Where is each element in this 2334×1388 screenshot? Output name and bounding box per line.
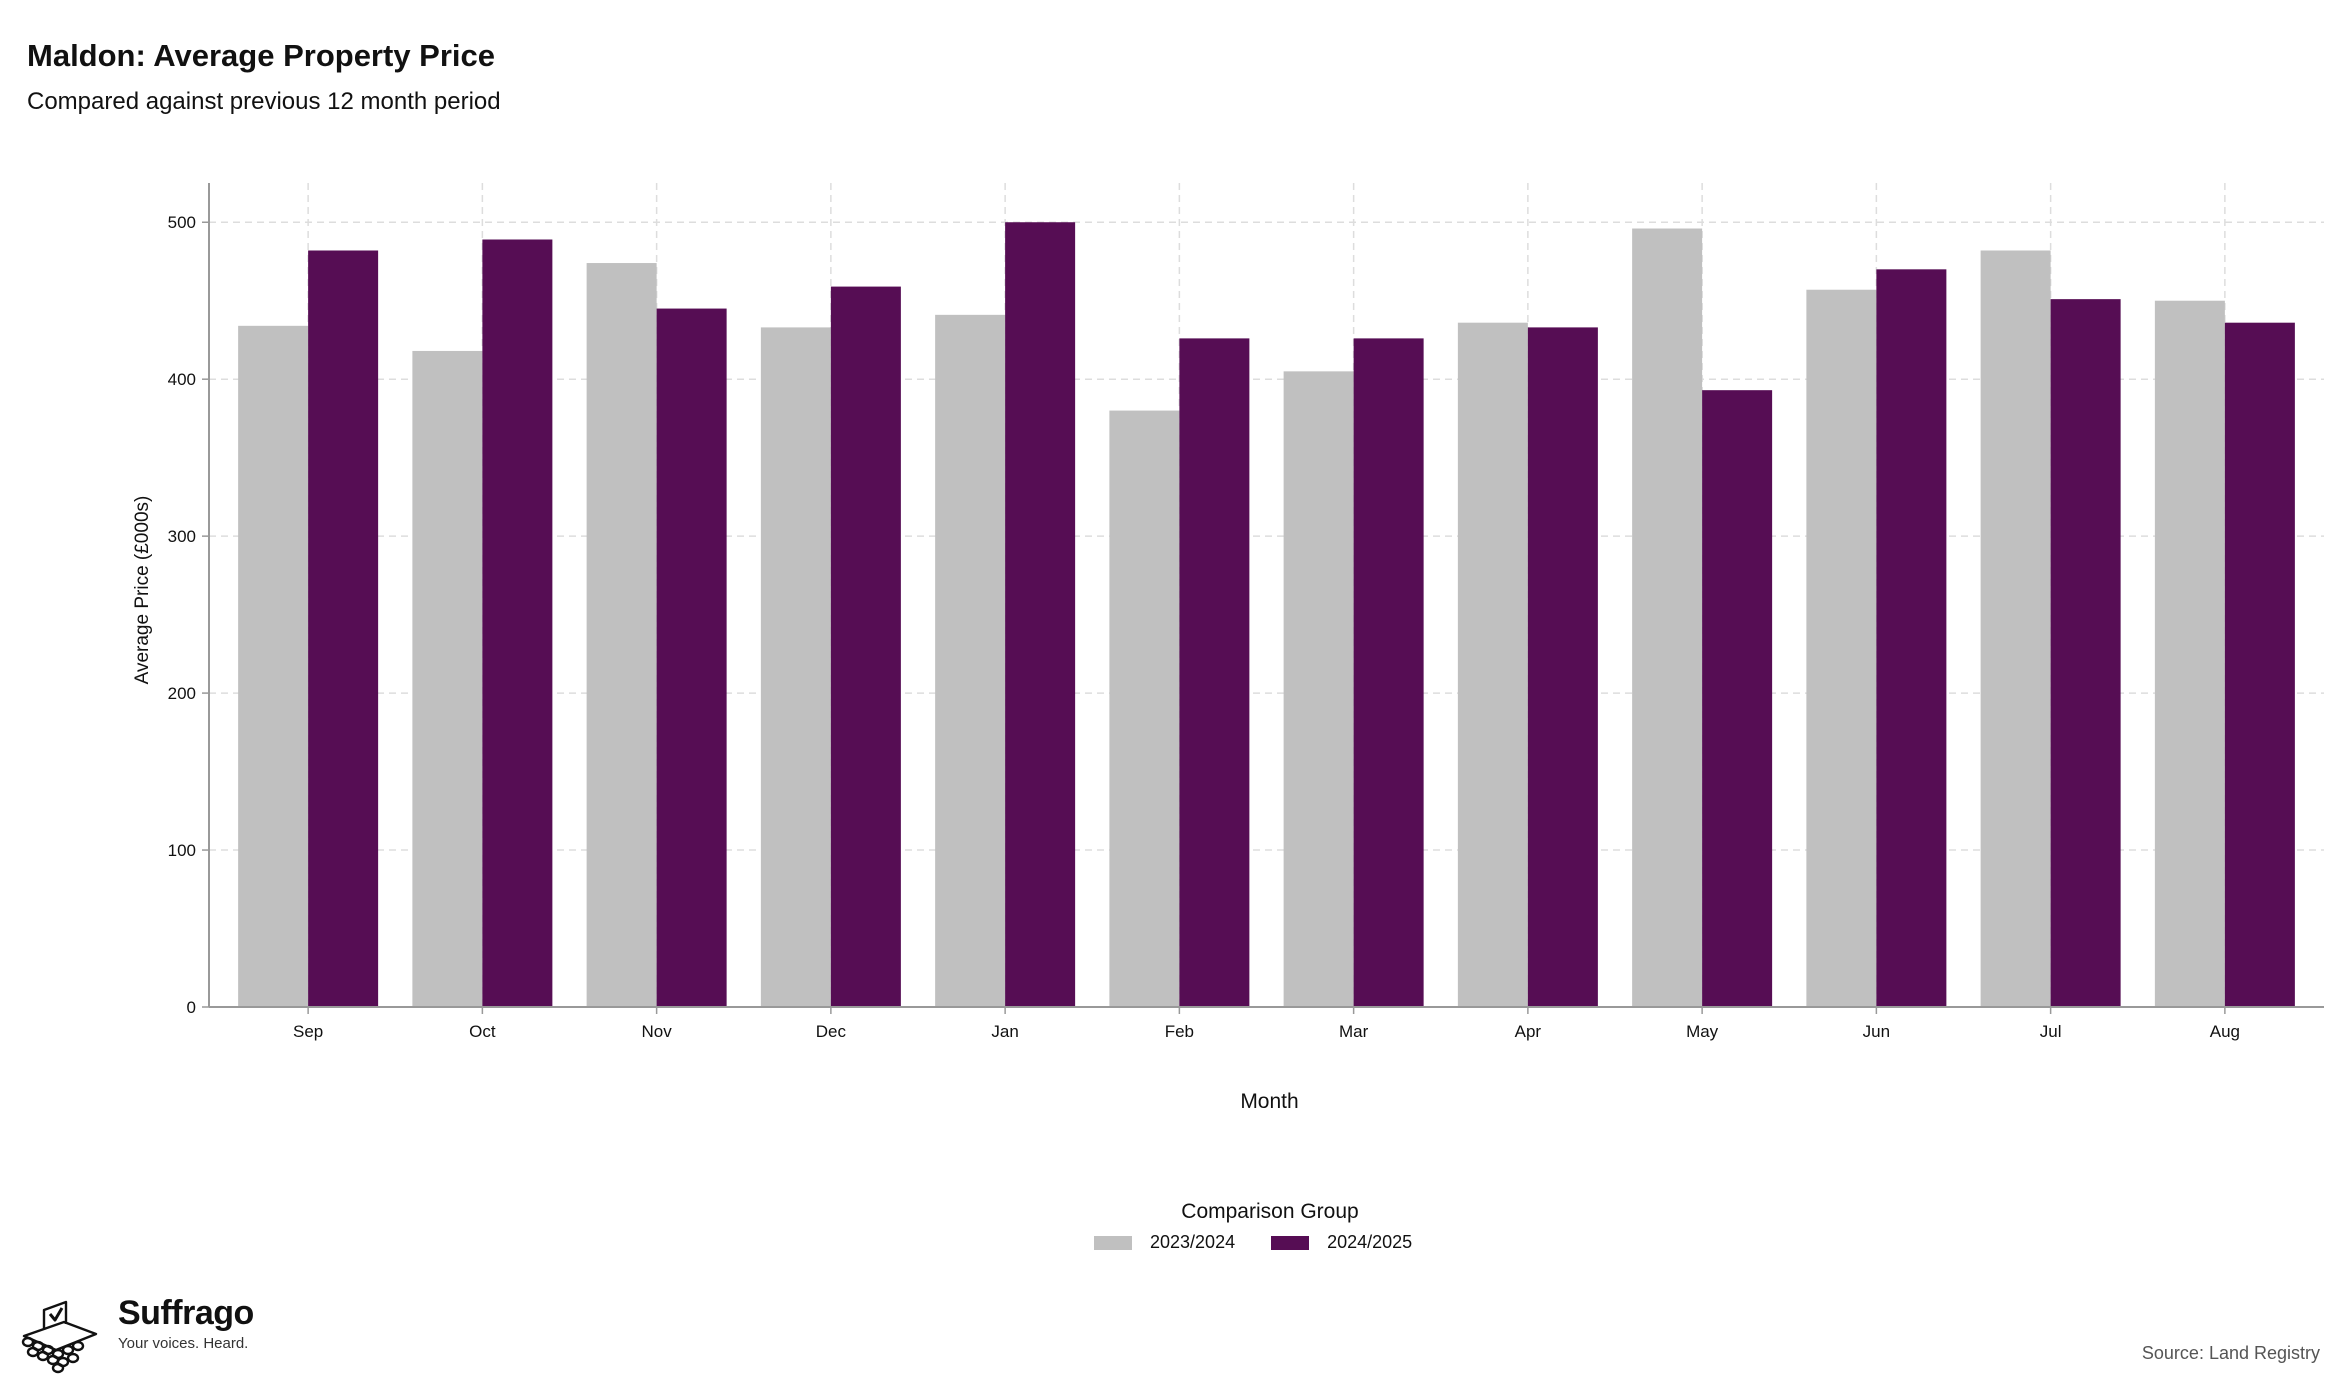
chart-title: Maldon: Average Property Price (27, 38, 496, 73)
suffrago-logo: Suffrago Your voices. Heard. (14, 1292, 254, 1374)
bar-may-2023-2024 (1632, 228, 1703, 1008)
x-tick-label: Jun (1863, 1022, 1890, 1041)
x-tick-label: Mar (1339, 1022, 1369, 1041)
source-note: Source: Land Registry (2141, 1343, 2320, 1363)
x-tick-label: Jul (2040, 1022, 2062, 1041)
bar-jun-2023-2024 (1806, 289, 1877, 1007)
y-tick-label: 200 (168, 684, 196, 703)
y-tick-label: 300 (168, 527, 196, 546)
bar-mar-2024-2025 (1353, 338, 1424, 1008)
bar-aug-2024-2025 (2224, 322, 2295, 1007)
bar-aug-2023-2024 (2154, 300, 2225, 1007)
x-tick-label: Apr (1515, 1022, 1542, 1041)
legend-item-2024-2025: 2024/2025 (1271, 1232, 1412, 1253)
bar-jul-2023-2024 (1980, 250, 2051, 1008)
chart-subtitle: Compared against previous 12 month perio… (27, 88, 501, 115)
legend: 2023/2024 2024/2025 (1094, 1232, 1448, 1253)
x-tick-label: Nov (642, 1022, 673, 1041)
bar-apr-2023-2024 (1457, 322, 1528, 1007)
bar-dec-2023-2024 (760, 327, 831, 1007)
bar-feb-2024-2025 (1179, 338, 1250, 1008)
bar-chart: 0 100 200 300 400 500 Sep Oct Nov Dec Jan Feb Mar Apr… (132, 183, 2324, 1113)
bar-jan-2023-2024 (935, 314, 1006, 1008)
bar-nov-2024-2025 (656, 308, 727, 1007)
bar-oct-2023-2024 (412, 350, 483, 1007)
bar-dec-2024-2025 (830, 286, 901, 1007)
bar-sep-2023-2024 (238, 325, 309, 1007)
bar-nov-2023-2024 (586, 263, 657, 1007)
bar-feb-2023-2024 (1109, 410, 1180, 1008)
bar-may-2024-2025 (1702, 390, 1773, 1008)
bar-mar-2023-2024 (1283, 371, 1354, 1007)
bar-sep-2024-2025 (308, 250, 379, 1008)
y-axis-title: Average Price (£000s) (132, 496, 153, 685)
brand-tagline: Your voices. Heard. (118, 1335, 249, 1352)
bar-oct-2024-2025 (482, 239, 553, 1007)
y-tick-label: 500 (168, 213, 196, 232)
y-tick-label: 400 (168, 370, 196, 389)
ballot-box-icon (21, 1300, 98, 1374)
y-tick-label: 100 (168, 841, 196, 860)
legend-swatch-2023-2024 (1094, 1235, 1132, 1250)
legend-label-2024-2025: 2024/2025 (1327, 1232, 1413, 1252)
bar-jul-2024-2025 (2050, 299, 2121, 1007)
x-tick-label: Aug (2210, 1022, 2240, 1041)
bar-apr-2024-2025 (1527, 327, 1598, 1007)
x-tick-label: Oct (469, 1022, 496, 1041)
legend-label-2023-2024: 2023/2024 (1150, 1232, 1236, 1252)
x-axis-title: Month (1240, 1090, 1298, 1113)
legend-swatch-2024-2025 (1271, 1235, 1310, 1250)
bar-jun-2024-2025 (1876, 269, 1947, 1007)
brand-name: Suffrago (118, 1294, 254, 1332)
legend-title: Comparison Group (1181, 1200, 1359, 1223)
bar-jan-2024-2025 (1005, 222, 1076, 1007)
x-tick-label: Jan (991, 1022, 1018, 1041)
x-tick-label: Dec (816, 1022, 847, 1041)
x-tick-label: May (1686, 1022, 1719, 1041)
legend-item-2023-2024: 2023/2024 (1094, 1232, 1235, 1253)
x-tick-label: Sep (293, 1022, 323, 1041)
y-tick-label: 0 (187, 998, 196, 1017)
x-tick-label: Feb (1165, 1022, 1194, 1041)
